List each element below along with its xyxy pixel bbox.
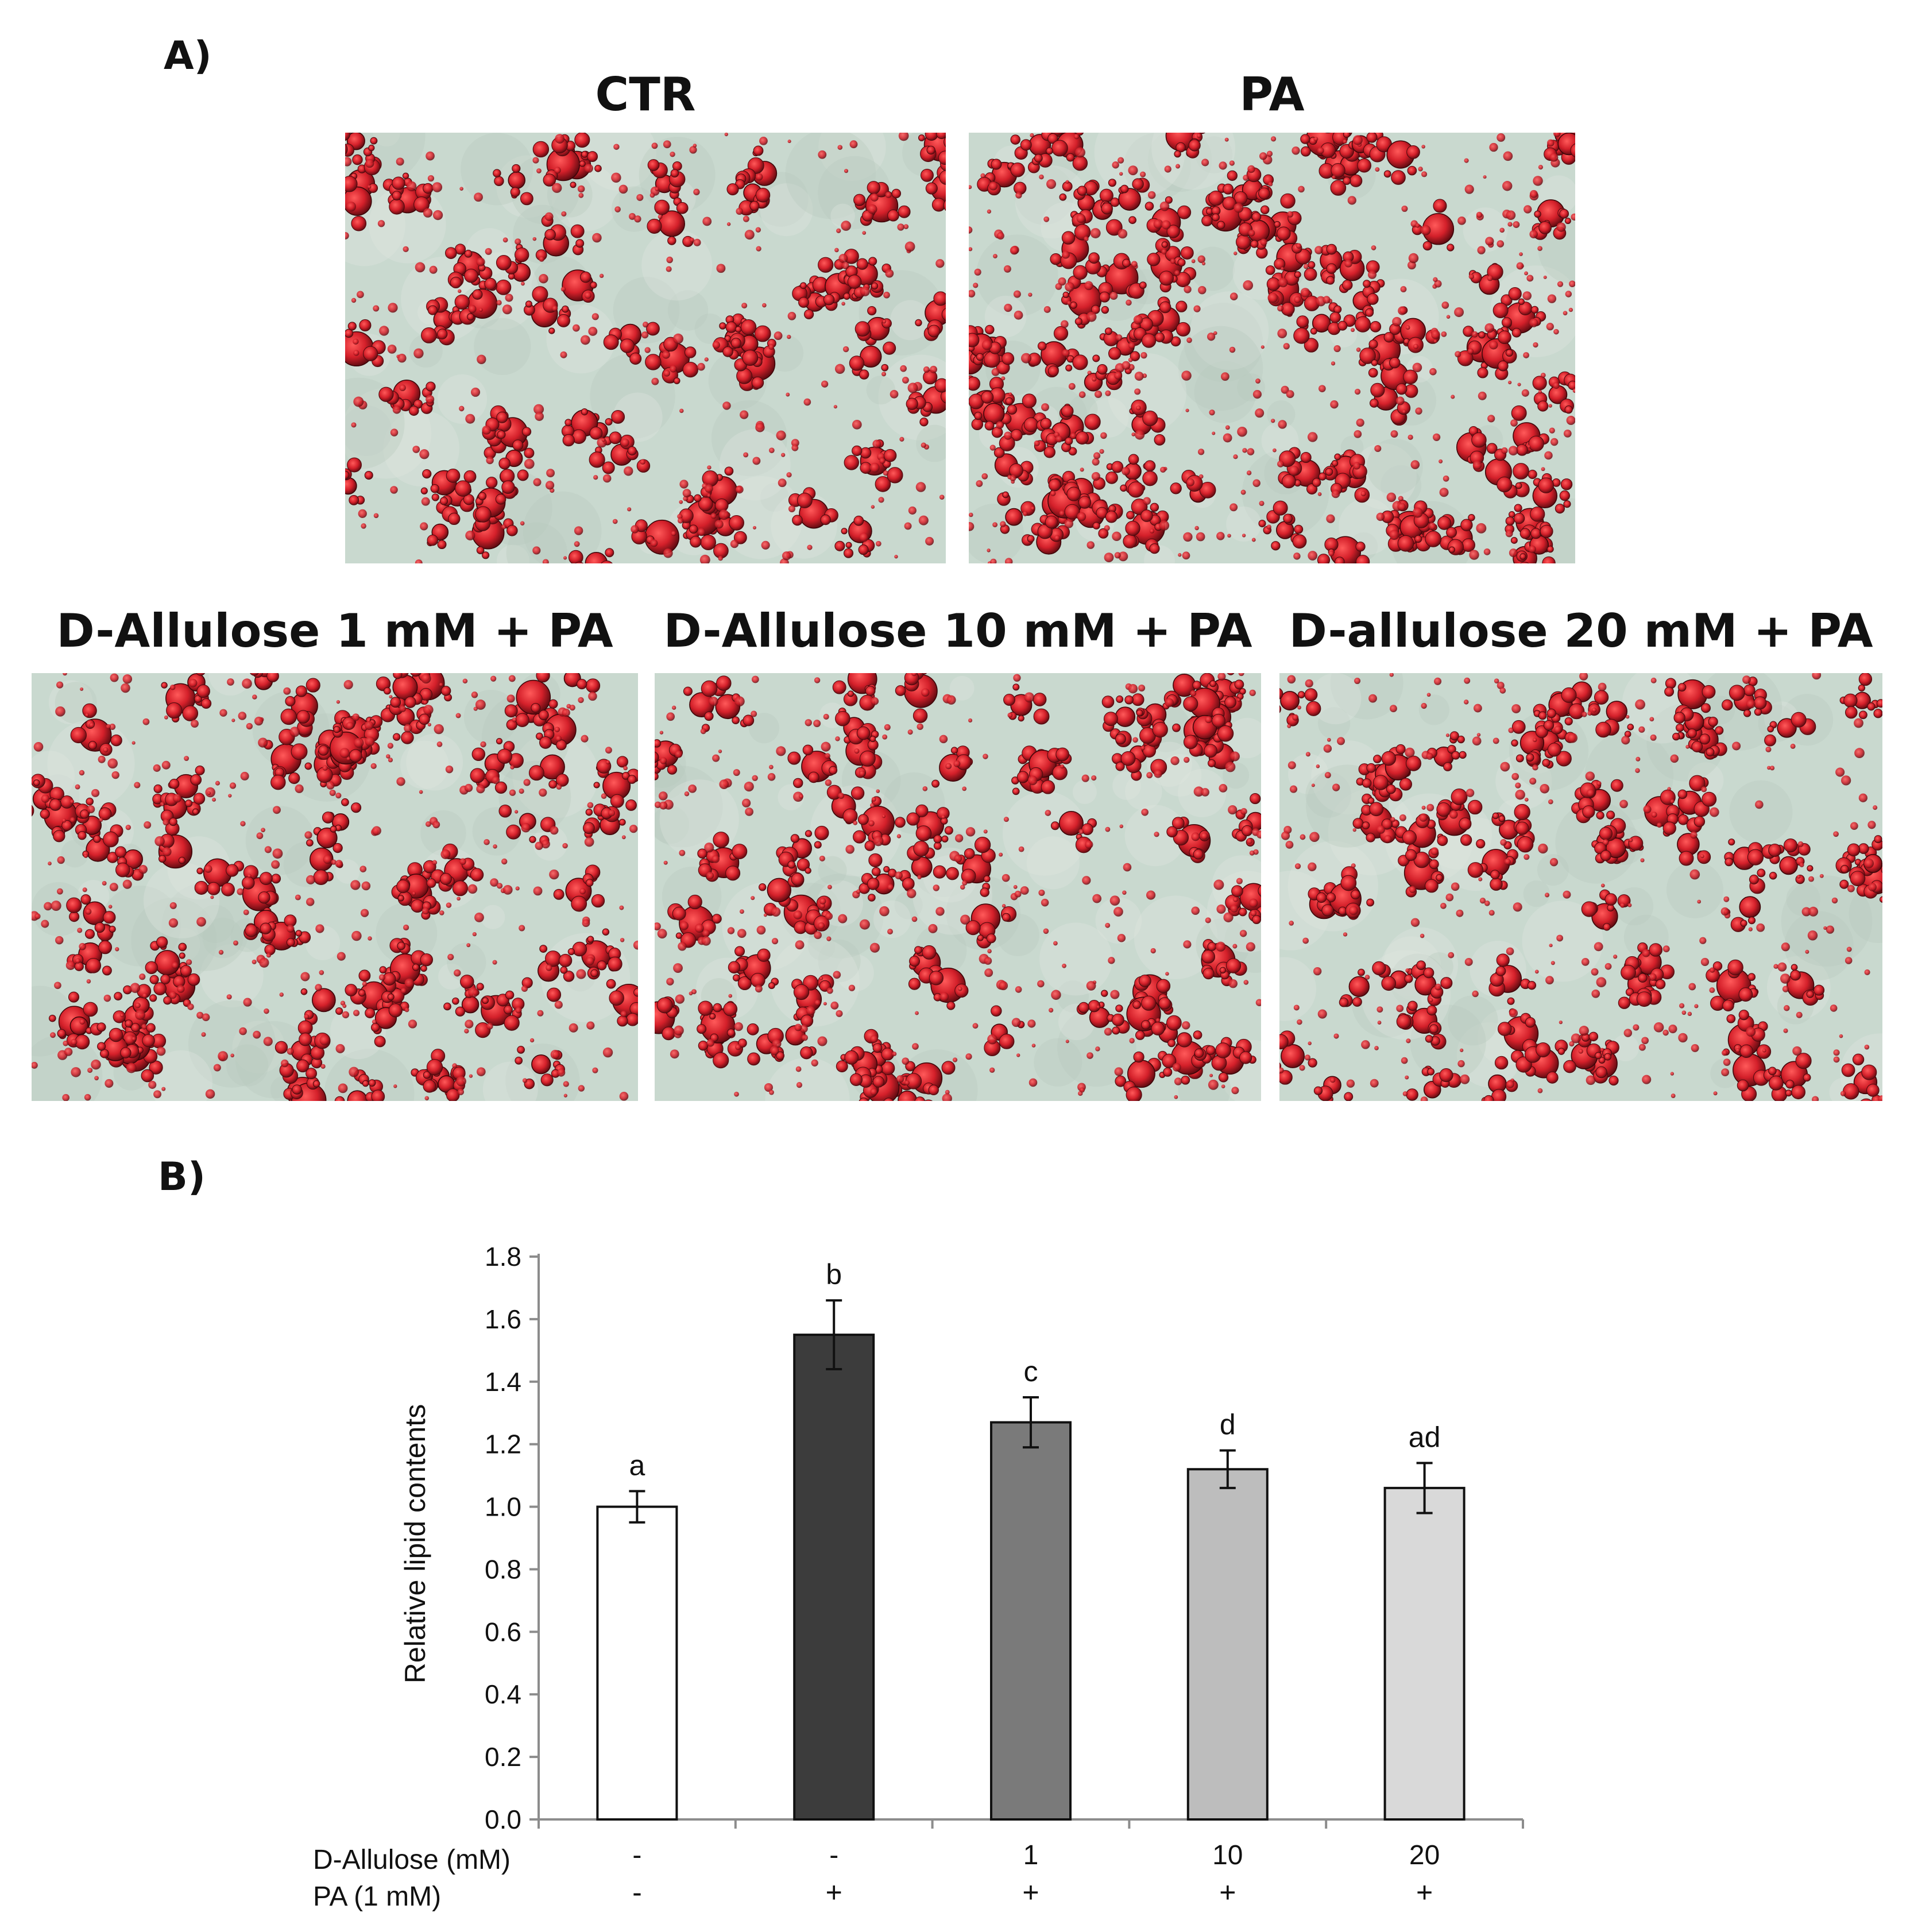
bar	[793, 1334, 875, 1821]
micrograph-allulose-1	[32, 673, 638, 1101]
allulose-value: 20	[1409, 1840, 1440, 1871]
row-label-pa: PA (1 mM)	[313, 1881, 441, 1912]
y-tick-label: 0.2	[485, 1742, 521, 1772]
significance-letter: d	[1220, 1409, 1236, 1441]
y-tick-label: 1.0	[485, 1492, 521, 1522]
significance-letter: ad	[1409, 1421, 1441, 1453]
allulose-value: -	[632, 1840, 641, 1871]
y-tick-label: 0.8	[485, 1554, 521, 1584]
panel-a-label: A)	[164, 33, 212, 79]
y-tick-label: 0.6	[485, 1617, 521, 1647]
micrograph-title-allulose-10: D-Allulose 10 mM + PA	[663, 604, 1252, 658]
pa-value: +	[826, 1876, 842, 1908]
allulose-value: -	[829, 1840, 838, 1871]
micrograph-title-ctr: CTR	[595, 68, 696, 121]
significance-letter: a	[629, 1449, 645, 1481]
row-label-allulose: D-Allulose (mM)	[313, 1845, 511, 1875]
y-tick-label: 0.0	[485, 1805, 521, 1834]
bar	[1186, 1468, 1269, 1821]
y-tick-label: 1.2	[485, 1429, 521, 1459]
significance-letter: b	[826, 1258, 842, 1290]
micrograph-ctr	[345, 133, 946, 563]
micrograph-title-allulose-1: D-Allulose 1 mM + PA	[56, 604, 613, 658]
pa-value: +	[1022, 1876, 1039, 1908]
allulose-value: 10	[1212, 1840, 1243, 1871]
micrograph-pa	[969, 133, 1575, 563]
significance-letter: c	[1024, 1355, 1038, 1388]
y-tick-label: 1.6	[485, 1304, 521, 1334]
bar	[596, 1505, 678, 1821]
panel-b-label: B)	[158, 1154, 206, 1200]
y-axis-label: Relative lipid contents	[399, 1404, 431, 1683]
bar	[1383, 1486, 1466, 1821]
micrograph-allulose-10	[655, 673, 1261, 1101]
pa-value: +	[1219, 1876, 1236, 1908]
allulose-value: 1	[1023, 1840, 1039, 1871]
bar	[990, 1421, 1072, 1821]
y-tick-label: 0.4	[485, 1679, 521, 1709]
y-tick-label: 1.4	[485, 1367, 521, 1397]
micrograph-allulose-20	[1279, 673, 1882, 1101]
pa-value: +	[1416, 1876, 1433, 1908]
y-tick-label: 1.8	[485, 1242, 521, 1272]
pa-value: -	[632, 1876, 642, 1908]
micrograph-title-allulose-20: D-allulose 20 mM + PA	[1289, 604, 1873, 658]
micrograph-title-pa: PA	[1239, 68, 1305, 121]
